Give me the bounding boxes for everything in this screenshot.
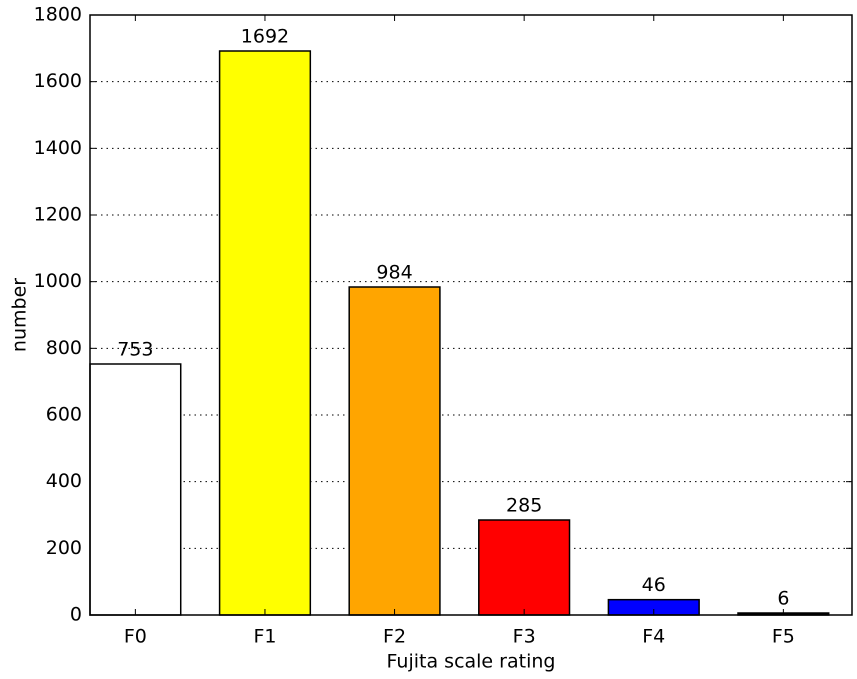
bar (478, 519, 571, 616)
y-tick-label: 1600 (34, 70, 82, 92)
x-tick-label: F5 (772, 626, 795, 648)
x-tick-label: F4 (642, 626, 665, 648)
y-tick-label: 0 (70, 604, 82, 626)
y-tick-label: 600 (46, 404, 82, 426)
y-tick-label: 400 (46, 470, 82, 492)
value-label: 46 (642, 574, 666, 596)
x-tick-label: F1 (253, 626, 276, 648)
value-label: 285 (506, 495, 542, 517)
plot-frame (89, 14, 853, 616)
bar (348, 286, 441, 616)
y-tick-label: 800 (46, 337, 82, 359)
y-tick-label: 1200 (34, 204, 82, 226)
x-axis-label: Fujita scale rating (387, 651, 556, 673)
y-axis-label: number (9, 278, 31, 352)
value-label: 6 (777, 588, 789, 610)
y-tick-label: 1400 (34, 137, 82, 159)
bar (218, 50, 312, 616)
x-tick-label: F2 (383, 626, 406, 648)
y-tick-label: 1800 (34, 4, 82, 26)
y-tick-label: 1000 (34, 270, 82, 292)
y-tick-label: 200 (46, 537, 82, 559)
value-label: 984 (376, 262, 412, 284)
x-tick-label: F0 (124, 626, 147, 648)
value-label: 1692 (241, 26, 289, 48)
x-tick-label: F3 (513, 626, 536, 648)
value-label: 753 (117, 339, 153, 361)
bar (89, 363, 182, 616)
